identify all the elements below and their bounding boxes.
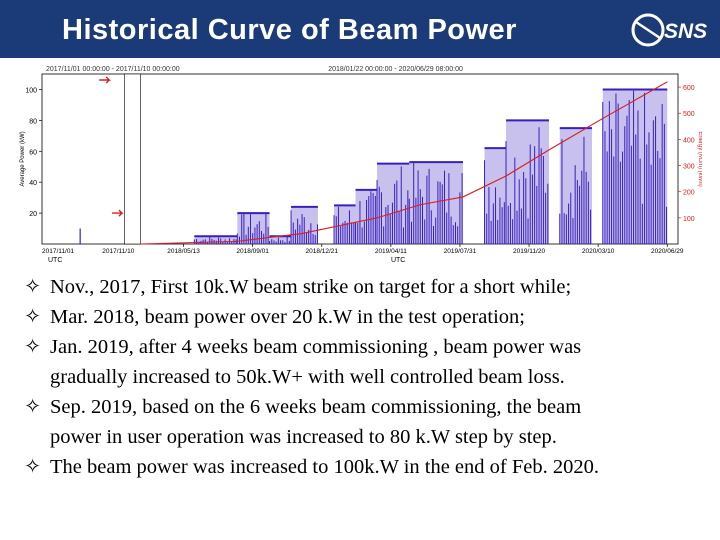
bullet-text: Nov., 2017, First 10k.W beam strike on t… bbox=[50, 276, 572, 298]
y2-tick-label: 500 bbox=[683, 111, 695, 118]
page-title: Historical Curve of Beam Power bbox=[62, 14, 517, 46]
beam-power-block bbox=[506, 120, 550, 244]
beam-power-block bbox=[194, 236, 238, 244]
x-tick-label: 2019/07/31 bbox=[444, 248, 477, 255]
x-tick-label: 2018/09/01 bbox=[236, 248, 269, 255]
logo-text: SNS bbox=[664, 20, 707, 43]
range-label-right: 2018/01/22 00:00:00 - 2020/06/29 08:00:0… bbox=[328, 66, 463, 73]
axis-break bbox=[124, 73, 141, 245]
bullet-item: ✧ Nov., 2017, First 10k.W beam strike on … bbox=[22, 272, 712, 302]
beam-power-chart: 2017/11/01 00:00:00 - 2017/11/10 00:00:0… bbox=[16, 62, 702, 270]
four-point-star-icon: ✧ bbox=[24, 456, 42, 478]
bullet-item: ✧ The beam power was increased to 100k.W … bbox=[22, 452, 712, 482]
x-tick-label: 2018/05/13 bbox=[167, 248, 200, 255]
bullet-text: Jan. 2019, after 4 weeks beam commission… bbox=[50, 336, 582, 358]
bullet-text: gradually increased to 50k.W+ with well … bbox=[50, 366, 565, 388]
four-point-star-icon: ✧ bbox=[24, 396, 42, 418]
four-point-star-icon: ✧ bbox=[24, 336, 42, 358]
y-tick-label: 20 bbox=[29, 211, 37, 218]
title-bar bbox=[0, 0, 720, 58]
bullet-list: ✧ Nov., 2017, First 10k.W beam strike on … bbox=[22, 272, 712, 482]
x-tick-label: 2020/06/29 bbox=[651, 248, 684, 255]
y-axis-label: Average Power (kW) bbox=[20, 131, 26, 186]
y2-tick-label: 300 bbox=[683, 164, 695, 171]
bullet-item: ✧ Mar. 2018, beam power over 20 k.W in th… bbox=[22, 302, 712, 332]
y-tick-label: 60 bbox=[29, 149, 37, 156]
x-tick-label: 2017/11/10 bbox=[102, 248, 134, 255]
bullet-text: Mar. 2018, beam power over 20 k.W in the… bbox=[50, 306, 525, 328]
y-tick-label: 100 bbox=[25, 87, 37, 94]
x-axis-name: UTC bbox=[48, 257, 62, 264]
energy-curve bbox=[140, 81, 668, 245]
y-tick-label: 80 bbox=[29, 118, 37, 125]
beam-power-block bbox=[269, 236, 292, 244]
x-tick-label: 2020/03/10 bbox=[582, 248, 615, 255]
x-tick-label: 2019/11/20 bbox=[513, 248, 545, 255]
y2-tick-label: 400 bbox=[683, 137, 695, 144]
bullet-text: power in user operation was increased to… bbox=[50, 426, 557, 448]
y2-tick-label: 600 bbox=[683, 85, 695, 92]
y2-axis-label: Energy (MJ/h) (kWh) bbox=[697, 131, 702, 186]
bullet-text: Sep. 2019, based on the 6 weeks beam com… bbox=[50, 396, 582, 418]
sns-logo: SNS bbox=[631, 13, 707, 47]
x-tick-label: 2018/12/21 bbox=[305, 248, 338, 255]
y2-tick-label: 200 bbox=[683, 190, 695, 197]
x-tick-label: 2017/11/01 bbox=[42, 248, 74, 255]
range-label-left: 2017/11/01 00:00:00 - 2017/11/10 00:00:0… bbox=[46, 66, 180, 73]
bullet-item: ✧ Sep. 2019, based on the 6 weeks beam co… bbox=[22, 392, 712, 452]
y-tick-label: 40 bbox=[29, 180, 37, 187]
bullet-text: The beam power was increased to 100k.W i… bbox=[50, 456, 599, 478]
arrow-mark bbox=[99, 76, 111, 84]
bullet-item: ✧ Jan. 2019, after 4 weeks beam commissio… bbox=[22, 332, 712, 392]
x-axis-name: UTC bbox=[391, 257, 405, 264]
four-point-star-icon: ✧ bbox=[24, 306, 42, 328]
x-tick-label: 2019/04/11 bbox=[375, 248, 407, 255]
four-point-star-icon: ✧ bbox=[24, 276, 42, 298]
arrow-mark bbox=[111, 209, 124, 217]
y2-tick-label: 100 bbox=[683, 216, 695, 223]
